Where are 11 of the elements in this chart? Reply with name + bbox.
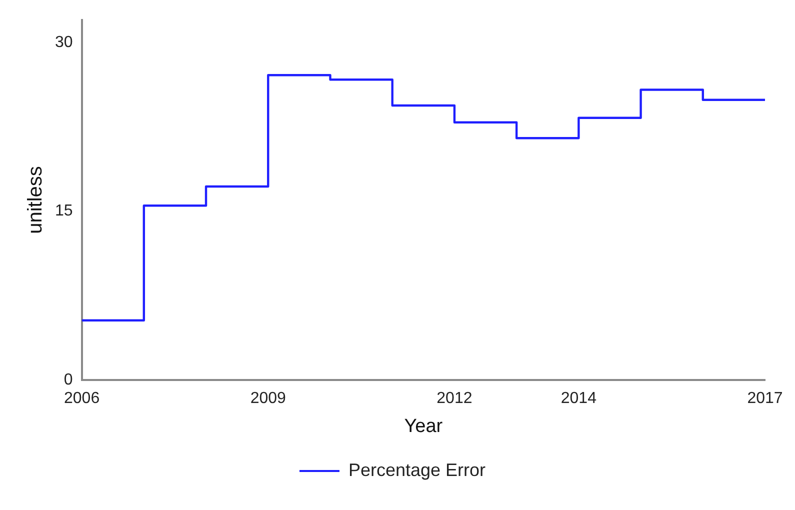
y-tick-label: 15 — [55, 202, 73, 220]
x-tick-label: 2014 — [560, 390, 597, 408]
x-tick-label: 2009 — [250, 390, 286, 408]
y-tick-label: 0 — [64, 371, 73, 388]
x-tick-label: 2006 — [64, 390, 100, 408]
x-tick-label: 2012 — [436, 390, 472, 408]
x-tick-label: 2017 — [747, 390, 783, 408]
y-axis-title: unitless — [24, 166, 47, 234]
legend-label: Percentage Error — [348, 460, 486, 480]
x-axis-title: Year — [404, 416, 444, 437]
y-tick-label: 30 — [55, 34, 73, 51]
